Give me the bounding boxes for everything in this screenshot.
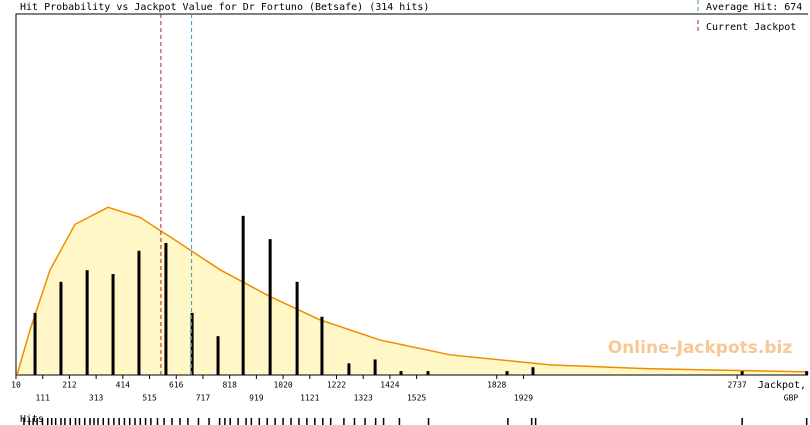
bar — [320, 316, 324, 375]
bar — [137, 250, 141, 375]
bar — [85, 270, 89, 375]
bar — [505, 371, 509, 375]
bar — [740, 371, 744, 375]
x-tick-label: 212 — [62, 381, 77, 390]
curve-area — [17, 207, 809, 375]
plot-frame — [15, 13, 808, 375]
x-tick-label: 1121 — [300, 394, 319, 403]
bar — [373, 359, 377, 375]
watermark: Online-Jackpots.biz — [608, 338, 793, 358]
bar — [426, 371, 430, 375]
bar — [190, 312, 194, 375]
x-tick-label: 1828 — [487, 381, 506, 390]
x-tick-label: 1929 — [514, 394, 533, 403]
bar — [59, 281, 63, 375]
bar — [531, 367, 535, 375]
x-tick-label: 919 — [249, 394, 264, 403]
rug-label: Hits — [20, 414, 44, 425]
legend-current: Current Jackpot — [706, 22, 796, 33]
x-tick-label: 111 — [35, 394, 50, 403]
x-tick-label: 10 — [11, 381, 21, 390]
bar — [216, 336, 220, 375]
x-axis-label: Jackpot, — [758, 380, 806, 391]
x-tick-label: 2737 — [727, 381, 746, 390]
x-tick-label: 1525 — [407, 394, 426, 403]
bar — [164, 243, 168, 375]
x-tick-label: 1424 — [380, 381, 399, 390]
x-tick-label: 515 — [142, 394, 157, 403]
bar — [347, 363, 351, 375]
bar — [111, 274, 115, 375]
x-tick-label: 1323 — [354, 394, 373, 403]
x-tick-label: 414 — [116, 381, 131, 390]
x-tick-label: 1222 — [327, 381, 346, 390]
x-tick-label: 717 — [196, 394, 211, 403]
chart-title: Hit Probability vs Jackpot Value for Dr … — [20, 2, 429, 13]
bar — [295, 281, 299, 375]
bar — [399, 371, 403, 375]
x-axis-label: GBP — [784, 394, 799, 403]
bar — [268, 239, 272, 375]
x-tick-label: 616 — [169, 381, 184, 390]
x-tick-label: 1020 — [273, 381, 292, 390]
legend-average: Average Hit: 674 — [706, 2, 802, 13]
bar — [241, 215, 245, 375]
bar — [33, 312, 37, 375]
bar — [805, 371, 809, 375]
x-tick-label: 818 — [222, 381, 237, 390]
curve-line — [16, 206, 809, 376]
x-tick-label: 313 — [89, 394, 104, 403]
